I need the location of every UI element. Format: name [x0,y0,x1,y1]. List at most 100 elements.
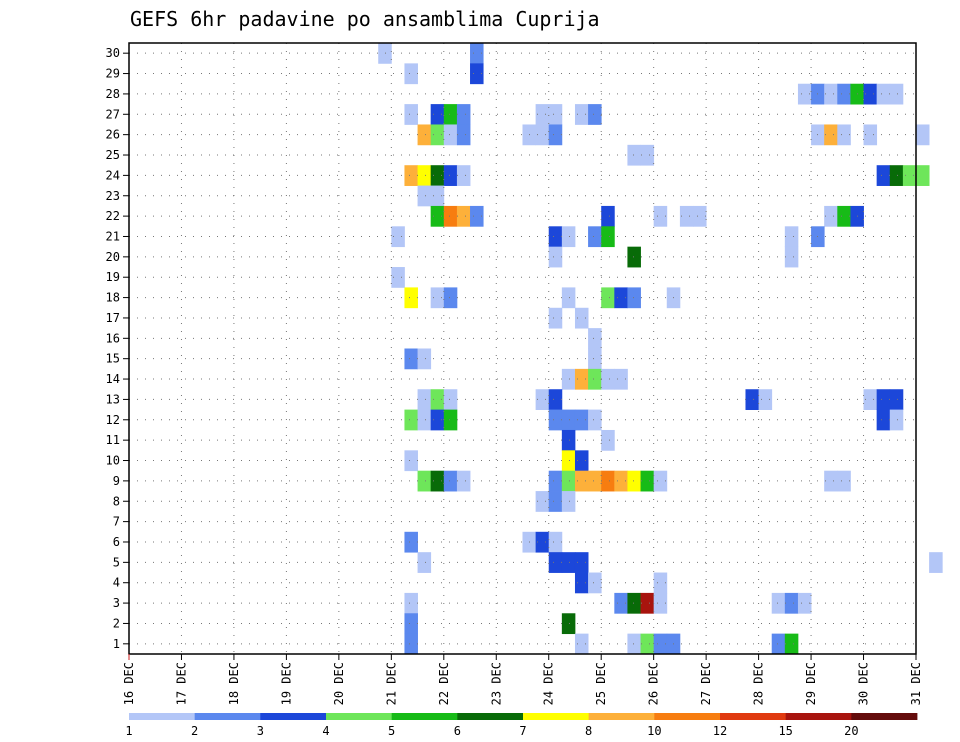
heatmap-cell [561,429,576,451]
heatmap-cell [929,552,943,573]
heatmap-cell [824,205,838,227]
heatmap-cell [430,205,445,227]
heatmap-cell [863,389,878,410]
heatmap-cell [548,124,563,146]
colorbar-swatch [457,713,524,720]
heatmap-cell [443,124,458,146]
heatmap-cell [588,104,602,125]
x-axis-ticks: 16 DEC 17 DEC 18 DEC 19 DEC 20 DEC 21 DEC 22 D… [122,654,923,705]
heatmap-cell [443,409,458,431]
heatmap-cell [456,104,471,125]
heatmap-cell [627,592,641,614]
heatmap-cell [443,165,458,186]
heatmap-cell [863,83,878,105]
heatmap-cell [574,409,589,431]
heatmap-cell [391,226,405,248]
heatmap-cell [430,470,445,492]
heatmap-cell [535,531,550,553]
x-tick-label: 29 DEC [804,662,818,705]
heatmap-cell [548,409,563,431]
heatmap-cell [443,389,458,410]
heatmap-cell [876,409,891,431]
heatmap-cell [470,63,484,85]
heatmap-cell [601,470,615,492]
chart-title: GEFS 6hr padavine po ansamblima Cuprija [130,7,600,31]
y-tick-label: 29 [106,67,120,81]
heatmap-cell [588,409,602,431]
y-tick-label: 5 [113,555,120,569]
colorbar: 1 2 3 4 5 6 7 8 10 12 15 20 [125,713,918,738]
heatmap-cell [784,633,799,655]
colorbar-swatch [391,713,458,720]
colorbar-swatch [851,713,918,720]
colorbar-label: 20 [844,724,858,738]
heatmap-cell [588,226,602,248]
heatmap-cell [404,104,418,125]
colorbar-swatch [523,713,590,720]
y-tick-label: 10 [106,454,120,468]
heatmap-cell [889,389,904,410]
heatmap-cell [456,470,471,492]
heatmap-cell [430,389,445,410]
heatmap-cell [601,205,615,227]
heatmap-cell [902,165,917,186]
heatmap-cell [588,348,602,370]
heatmap-cell [837,470,851,492]
heatmap-cell [627,246,641,268]
y-tick-label: 11 [106,433,120,447]
heatmap-cell [561,368,576,390]
heatmap-cell [456,165,471,186]
y-tick-label: 28 [106,87,120,101]
heatmap-cell [548,531,563,553]
heatmap-cell [430,104,445,125]
heatmap-cell [653,633,668,655]
x-tick-label: 28 DEC [752,662,766,705]
heatmap-cell [614,368,628,390]
colorbar-swatch [785,713,852,720]
heatmap-cell [470,43,484,64]
heatmap-cell [404,592,418,614]
heatmap-cell [889,83,904,105]
y-tick-label: 26 [106,128,120,142]
heatmap-cell [837,83,851,105]
heatmap-cell [443,470,458,492]
heatmap-cell [784,226,799,248]
heatmap-cell [561,450,576,472]
heatmap-cell [653,470,668,492]
heatmap-cell [601,368,615,390]
heatmap-cell [535,104,550,125]
heatmap-cell [614,470,628,492]
heatmap-cell [771,633,786,655]
x-tick-label: 23 DEC [489,662,503,705]
heatmap-cell [693,205,707,227]
x-tick-label: 18 DEC [227,662,241,705]
x-tick-label: 16 DEC [122,662,136,705]
heatmap-cell [824,124,838,146]
heatmap-cell [876,83,891,105]
heatmap-cell [548,226,563,248]
y-tick-label: 7 [113,515,120,529]
x-tick-label: 22 DEC [437,662,451,705]
heatmap-cell [548,491,563,512]
heatmap-cell [417,348,432,370]
heatmap-cell [758,389,773,410]
y-tick-label: 14 [106,372,120,386]
heatmap-cell [824,470,838,492]
colorbar-label: 2 [191,724,198,738]
heatmap-cell [614,592,628,614]
heatmap-cell [588,572,602,594]
heatmap-cell [889,165,904,186]
heatmap-cell [588,470,602,492]
heatmap-cell [784,592,799,614]
heatmap-cell [601,429,615,451]
heatmap-cell [417,552,432,573]
heatmap-cell [640,633,655,655]
heatmap-cell [561,470,576,492]
heatmap-cell [561,226,576,248]
heatmap-cell [837,205,851,227]
colorbar-swatch [129,713,196,720]
heatmap-cell [876,165,891,186]
heatmap-cell [470,205,484,227]
heatmap-cell [614,287,628,309]
y-tick-label: 3 [113,596,120,610]
